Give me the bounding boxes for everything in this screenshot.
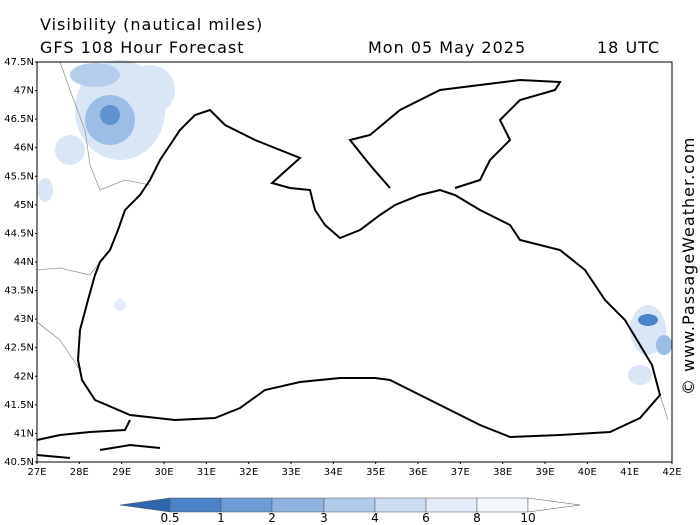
lat-label: 45N [14,200,34,211]
lon-label: 40E [578,467,597,478]
lat-label: 46.5N [4,114,34,125]
model: GFS 108 Hour Forecast [40,38,245,57]
title: Visibility (nautical miles) [40,15,263,34]
lon-label: 42E [662,467,681,478]
colorbar-label: 0.5 [160,511,179,525]
lon-label: 29E [112,467,131,478]
colorbar-label: 1 [217,511,225,525]
lat-label: 46N [14,143,34,154]
lon-label: 39E [535,467,554,478]
colorbar-label: 4 [371,511,379,525]
lat-label: 44N [14,257,34,268]
lon-label: 27E [27,467,46,478]
lat-label: 41.5N [4,400,34,411]
colorbar-label: 8 [473,511,481,525]
lon-label: 41E [620,467,639,478]
lat-label: 47N [14,86,34,97]
lat-label: 40.5N [4,457,34,468]
lat-label: 44.5N [4,228,34,239]
lat-label: 43.5N [4,286,34,297]
lat-label: 42N [14,371,34,382]
colorbar [119,497,581,513]
colorbar-label: 10 [520,511,535,525]
lat-label: 41N [14,428,34,439]
lon-label: 38E [493,467,512,478]
lon-label: 34E [324,467,343,478]
time: 18 UTC [597,38,660,57]
colorbar-label: 2 [268,511,276,525]
lat-label: 42.5N [4,343,34,354]
colorbar-label: 3 [320,511,328,525]
lon-label: 31E [197,467,216,478]
colorbar-label: 6 [422,511,430,525]
lat-label: 47.5N [4,57,34,68]
lon-label: 32E [239,467,258,478]
lon-label: 35E [366,467,385,478]
lon-label: 33E [281,467,300,478]
lon-label: 30E [154,467,173,478]
coastline [36,78,662,459]
visibility-field [37,60,672,385]
lat-label: 43N [14,314,34,325]
watermark: © www.PassageWeather.com [679,137,698,395]
lat-label: 45.5N [4,171,34,182]
lon-label: 28E [70,467,89,478]
borders [36,61,669,421]
lon-label: 36E [408,467,427,478]
date: Mon 05 May 2025 [368,38,526,57]
lon-label: 37E [451,467,470,478]
